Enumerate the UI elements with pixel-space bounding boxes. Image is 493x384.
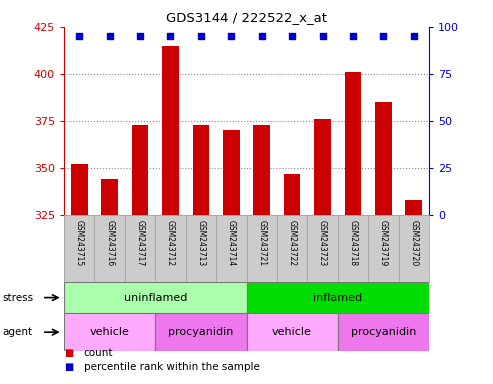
Text: percentile rank within the sample: percentile rank within the sample: [84, 362, 260, 372]
Bar: [102, 179, 118, 215]
Bar: [314, 119, 331, 215]
Bar: [246, 282, 429, 313]
Text: GSM243717: GSM243717: [136, 220, 144, 266]
Point: [318, 33, 326, 40]
Bar: [64, 282, 246, 313]
Text: GSM243714: GSM243714: [227, 220, 236, 266]
Bar: [162, 46, 179, 215]
Point: [258, 33, 266, 40]
Bar: [132, 125, 148, 215]
Bar: [223, 130, 240, 215]
Point: [75, 33, 83, 40]
Bar: [253, 125, 270, 215]
Text: procyanidin: procyanidin: [351, 327, 416, 337]
Bar: [375, 102, 391, 215]
Text: stress: stress: [2, 293, 34, 303]
Text: inflamed: inflamed: [313, 293, 362, 303]
Text: GSM243720: GSM243720: [409, 220, 418, 266]
Text: GSM243718: GSM243718: [349, 220, 357, 266]
Bar: [246, 313, 338, 351]
Text: GSM243716: GSM243716: [105, 220, 114, 266]
Text: GSM243723: GSM243723: [318, 220, 327, 266]
Point: [167, 33, 175, 40]
Point: [197, 33, 205, 40]
Text: count: count: [84, 348, 113, 358]
Point: [136, 33, 144, 40]
Text: GSM243712: GSM243712: [166, 220, 175, 266]
Bar: [345, 72, 361, 215]
Point: [106, 33, 113, 40]
Bar: [64, 313, 155, 351]
Text: vehicle: vehicle: [272, 327, 312, 337]
Text: ■: ■: [64, 362, 73, 372]
Bar: [155, 313, 246, 351]
Point: [227, 33, 235, 40]
Point: [380, 33, 387, 40]
Bar: [405, 200, 422, 215]
Bar: [284, 174, 300, 215]
Text: GSM243715: GSM243715: [75, 220, 84, 266]
Text: vehicle: vehicle: [90, 327, 130, 337]
Text: GSM243719: GSM243719: [379, 220, 388, 266]
Text: ■: ■: [64, 348, 73, 358]
Bar: [338, 313, 429, 351]
Text: agent: agent: [2, 327, 33, 337]
Text: GSM243713: GSM243713: [196, 220, 206, 266]
Bar: [71, 164, 88, 215]
Bar: [193, 125, 209, 215]
Point: [288, 33, 296, 40]
Text: GSM243721: GSM243721: [257, 220, 266, 266]
Point: [410, 33, 418, 40]
Text: GSM243722: GSM243722: [287, 220, 297, 266]
Text: procyanidin: procyanidin: [168, 327, 234, 337]
Text: GDS3144 / 222522_x_at: GDS3144 / 222522_x_at: [166, 12, 327, 25]
Point: [349, 33, 357, 40]
Text: uninflamed: uninflamed: [124, 293, 187, 303]
